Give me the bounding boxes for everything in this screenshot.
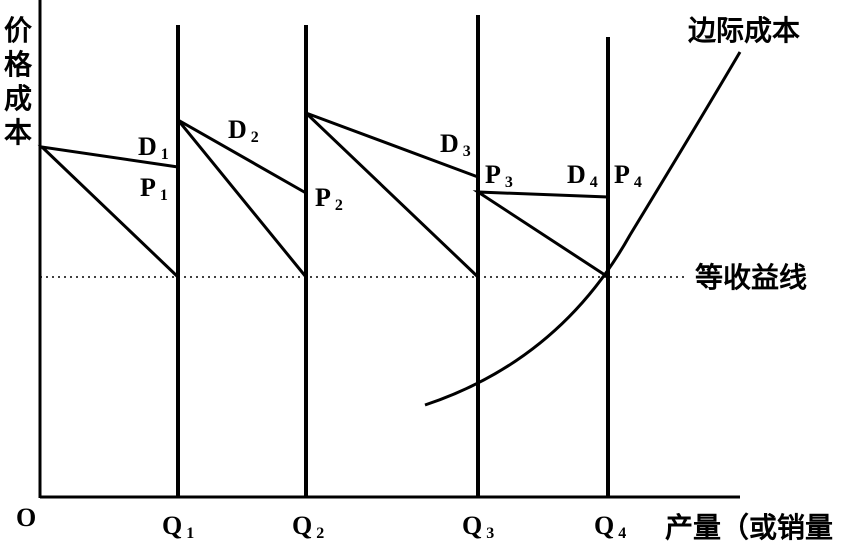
marginal-cost-curve — [424, 51, 742, 407]
label-main: Q — [162, 511, 182, 540]
marginal-cost-label: 边际成本 — [688, 15, 800, 47]
label-sub: 3 — [505, 174, 513, 191]
label-main: P — [140, 173, 156, 202]
y-axis-label: 格 — [4, 49, 33, 81]
demand-1 — [37, 144, 180, 279]
label-sub: 1 — [161, 146, 169, 163]
demand-4 — [472, 190, 609, 279]
label-sub: 2 — [335, 197, 343, 214]
demand-2 — [176, 118, 308, 278]
label-sub: 3 — [486, 525, 494, 542]
label-main: D — [440, 129, 459, 158]
label-main: D — [228, 115, 247, 144]
label-main: D — [567, 160, 586, 189]
y-axis-label: 本 — [4, 117, 32, 149]
label-sub: 1 — [186, 525, 194, 542]
label-sub: 2 — [316, 525, 324, 542]
y-axis-label: 成 — [4, 83, 32, 115]
label-sub: 2 — [251, 129, 259, 146]
label-sub: 1 — [160, 187, 168, 204]
label-sub: 4 — [590, 174, 598, 191]
label-main: Q — [594, 511, 614, 540]
label-main: P — [315, 183, 331, 212]
label-main: P — [614, 160, 630, 189]
label-main: Q — [462, 511, 482, 540]
equal-revenue-label: 等收益线 — [695, 261, 807, 294]
demand-3 — [304, 111, 480, 279]
label-sub: 4 — [618, 525, 626, 542]
label-main: P — [485, 160, 501, 189]
label-main: Q — [292, 511, 312, 540]
sub-labels: Q 1 Q 2 Q 3 Q 4D 1D 2 D 3D 4P 1 P 2P 3 P 4 — [138, 115, 642, 542]
label-main: D — [138, 132, 157, 161]
origin-label: O — [16, 503, 36, 532]
label-sub: 4 — [634, 174, 642, 191]
x-axis-label: 产量（或销量 — [665, 511, 833, 544]
label-sub: 3 — [463, 143, 471, 160]
y-axis-label: 价 — [4, 15, 33, 47]
